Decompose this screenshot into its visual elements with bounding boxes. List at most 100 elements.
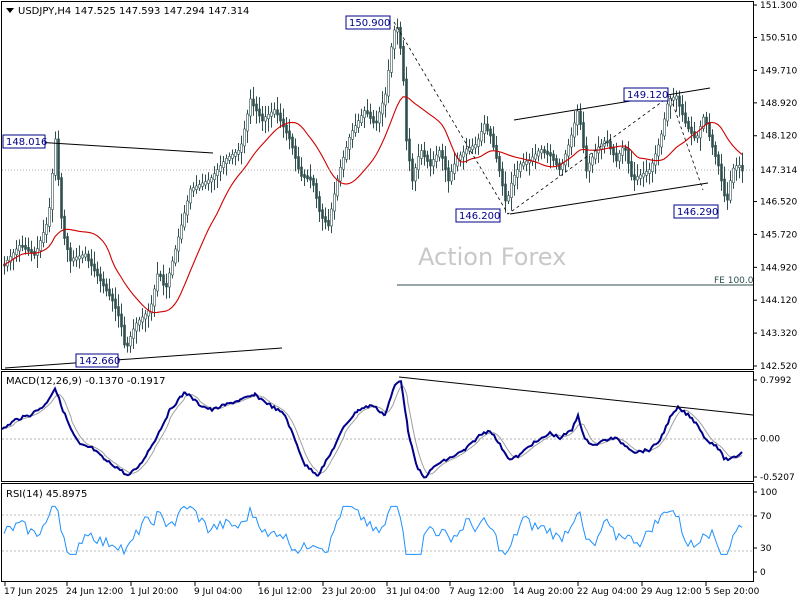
- candle-body: [117, 306, 120, 317]
- candle-body: [495, 144, 498, 159]
- candle-body: [684, 112, 687, 124]
- time-tick-label: 9 Jul 04:00: [194, 587, 243, 597]
- candle-body: [576, 110, 579, 126]
- candle-body: [177, 236, 180, 252]
- candle-body: [342, 157, 345, 170]
- candle-body: [429, 159, 432, 167]
- candle-body: [702, 116, 705, 129]
- candle-body: [72, 257, 75, 262]
- candle-body: [726, 193, 729, 201]
- candle-body: [75, 256, 78, 261]
- candle-body: [324, 216, 327, 223]
- candle-body: [87, 253, 90, 262]
- candle-body: [207, 179, 210, 184]
- candle-body: [465, 148, 468, 155]
- label-box-146290: [673, 204, 719, 219]
- candle-body: [141, 316, 144, 323]
- candle-body: [48, 207, 51, 227]
- candle-body: [51, 172, 54, 210]
- current-price-box: [755, 163, 799, 176]
- candle-body: [516, 169, 519, 178]
- candle-body: [591, 156, 594, 166]
- candle-body: [621, 147, 624, 156]
- candle-body: [21, 244, 24, 248]
- candle-body: [402, 46, 405, 82]
- candle-body: [297, 156, 300, 170]
- candle-body: [174, 248, 177, 264]
- candle-body: [231, 154, 234, 159]
- candle-body: [471, 145, 474, 150]
- candle-body: [672, 96, 675, 101]
- candle-body: [528, 159, 531, 164]
- candle-body: [666, 103, 669, 122]
- candle-body: [492, 133, 495, 148]
- candle-body: [192, 187, 195, 192]
- candle-body: [534, 153, 537, 160]
- candle-body: [12, 252, 15, 259]
- candle-body: [438, 150, 441, 158]
- candle-body: [723, 178, 726, 197]
- candle-body: [522, 162, 525, 167]
- candle-body: [186, 200, 189, 216]
- macd-axis: 0.7992 0.00 -0.5207: [753, 376, 795, 483]
- candle-body: [315, 183, 318, 199]
- candle-body: [729, 180, 732, 201]
- candle-body: [642, 173, 645, 178]
- candle-body: [198, 184, 201, 189]
- candle-body: [327, 219, 330, 227]
- candle-body: [450, 171, 453, 182]
- candle-body: [483, 123, 486, 134]
- candle-body: [564, 153, 567, 166]
- symbol-info: USDJPY,H4 147.525 147.593 147.294 147.31…: [18, 6, 249, 17]
- candle-body: [348, 137, 351, 150]
- candle-body: [222, 161, 225, 168]
- candle-body: [369, 111, 372, 119]
- price-tick-label: 143.320: [760, 329, 797, 339]
- candle-body: [288, 130, 291, 140]
- rsi-axis: 100 70 30 0: [753, 488, 777, 578]
- candle-body: [168, 272, 171, 288]
- candle-body: [27, 247, 30, 252]
- candle-body: [405, 78, 408, 142]
- candle-body: [15, 248, 18, 256]
- candle-body: [636, 176, 639, 181]
- candle-body: [372, 116, 375, 124]
- candle-body: [216, 169, 219, 176]
- candle-body: [147, 310, 150, 317]
- rsi-tick-label: 30: [760, 544, 772, 554]
- candle-body: [120, 313, 123, 328]
- candle-body: [45, 224, 48, 235]
- candle-body: [93, 263, 96, 272]
- rsi-label: RSI(14) 45.8975: [6, 489, 87, 500]
- label-box-148016: [2, 134, 46, 149]
- candle-body: [420, 150, 423, 159]
- candle-body: [717, 154, 720, 167]
- candle-body: [585, 145, 588, 172]
- candle-body: [735, 165, 738, 171]
- candle-body: [183, 212, 186, 228]
- candle-body: [330, 208, 333, 227]
- menu-arrow-icon[interactable]: [6, 8, 14, 13]
- candle-body: [690, 126, 693, 134]
- candle-body: [738, 164, 741, 168]
- candle-body: [645, 171, 648, 176]
- label-box-150900: [345, 15, 391, 30]
- candle-body: [366, 110, 369, 115]
- price-tick-label: 144.120: [760, 296, 797, 306]
- candle-body: [393, 29, 396, 50]
- time-tick-label: 7 Aug 12:00: [449, 587, 504, 597]
- candle-body: [477, 138, 480, 147]
- candle-body: [624, 147, 627, 151]
- candle-body: [129, 336, 132, 347]
- candle-body: [105, 283, 108, 292]
- candle-body: [546, 150, 549, 155]
- candle-body: [486, 123, 489, 132]
- candle-body: [255, 103, 258, 112]
- time-tick-label: 5 Sep 20:00: [705, 587, 760, 597]
- candle-body: [678, 95, 681, 107]
- candle-body: [582, 122, 585, 149]
- candle-body: [432, 159, 435, 167]
- candle-body: [501, 168, 504, 187]
- candle-body: [81, 254, 84, 259]
- candle-body: [345, 147, 348, 160]
